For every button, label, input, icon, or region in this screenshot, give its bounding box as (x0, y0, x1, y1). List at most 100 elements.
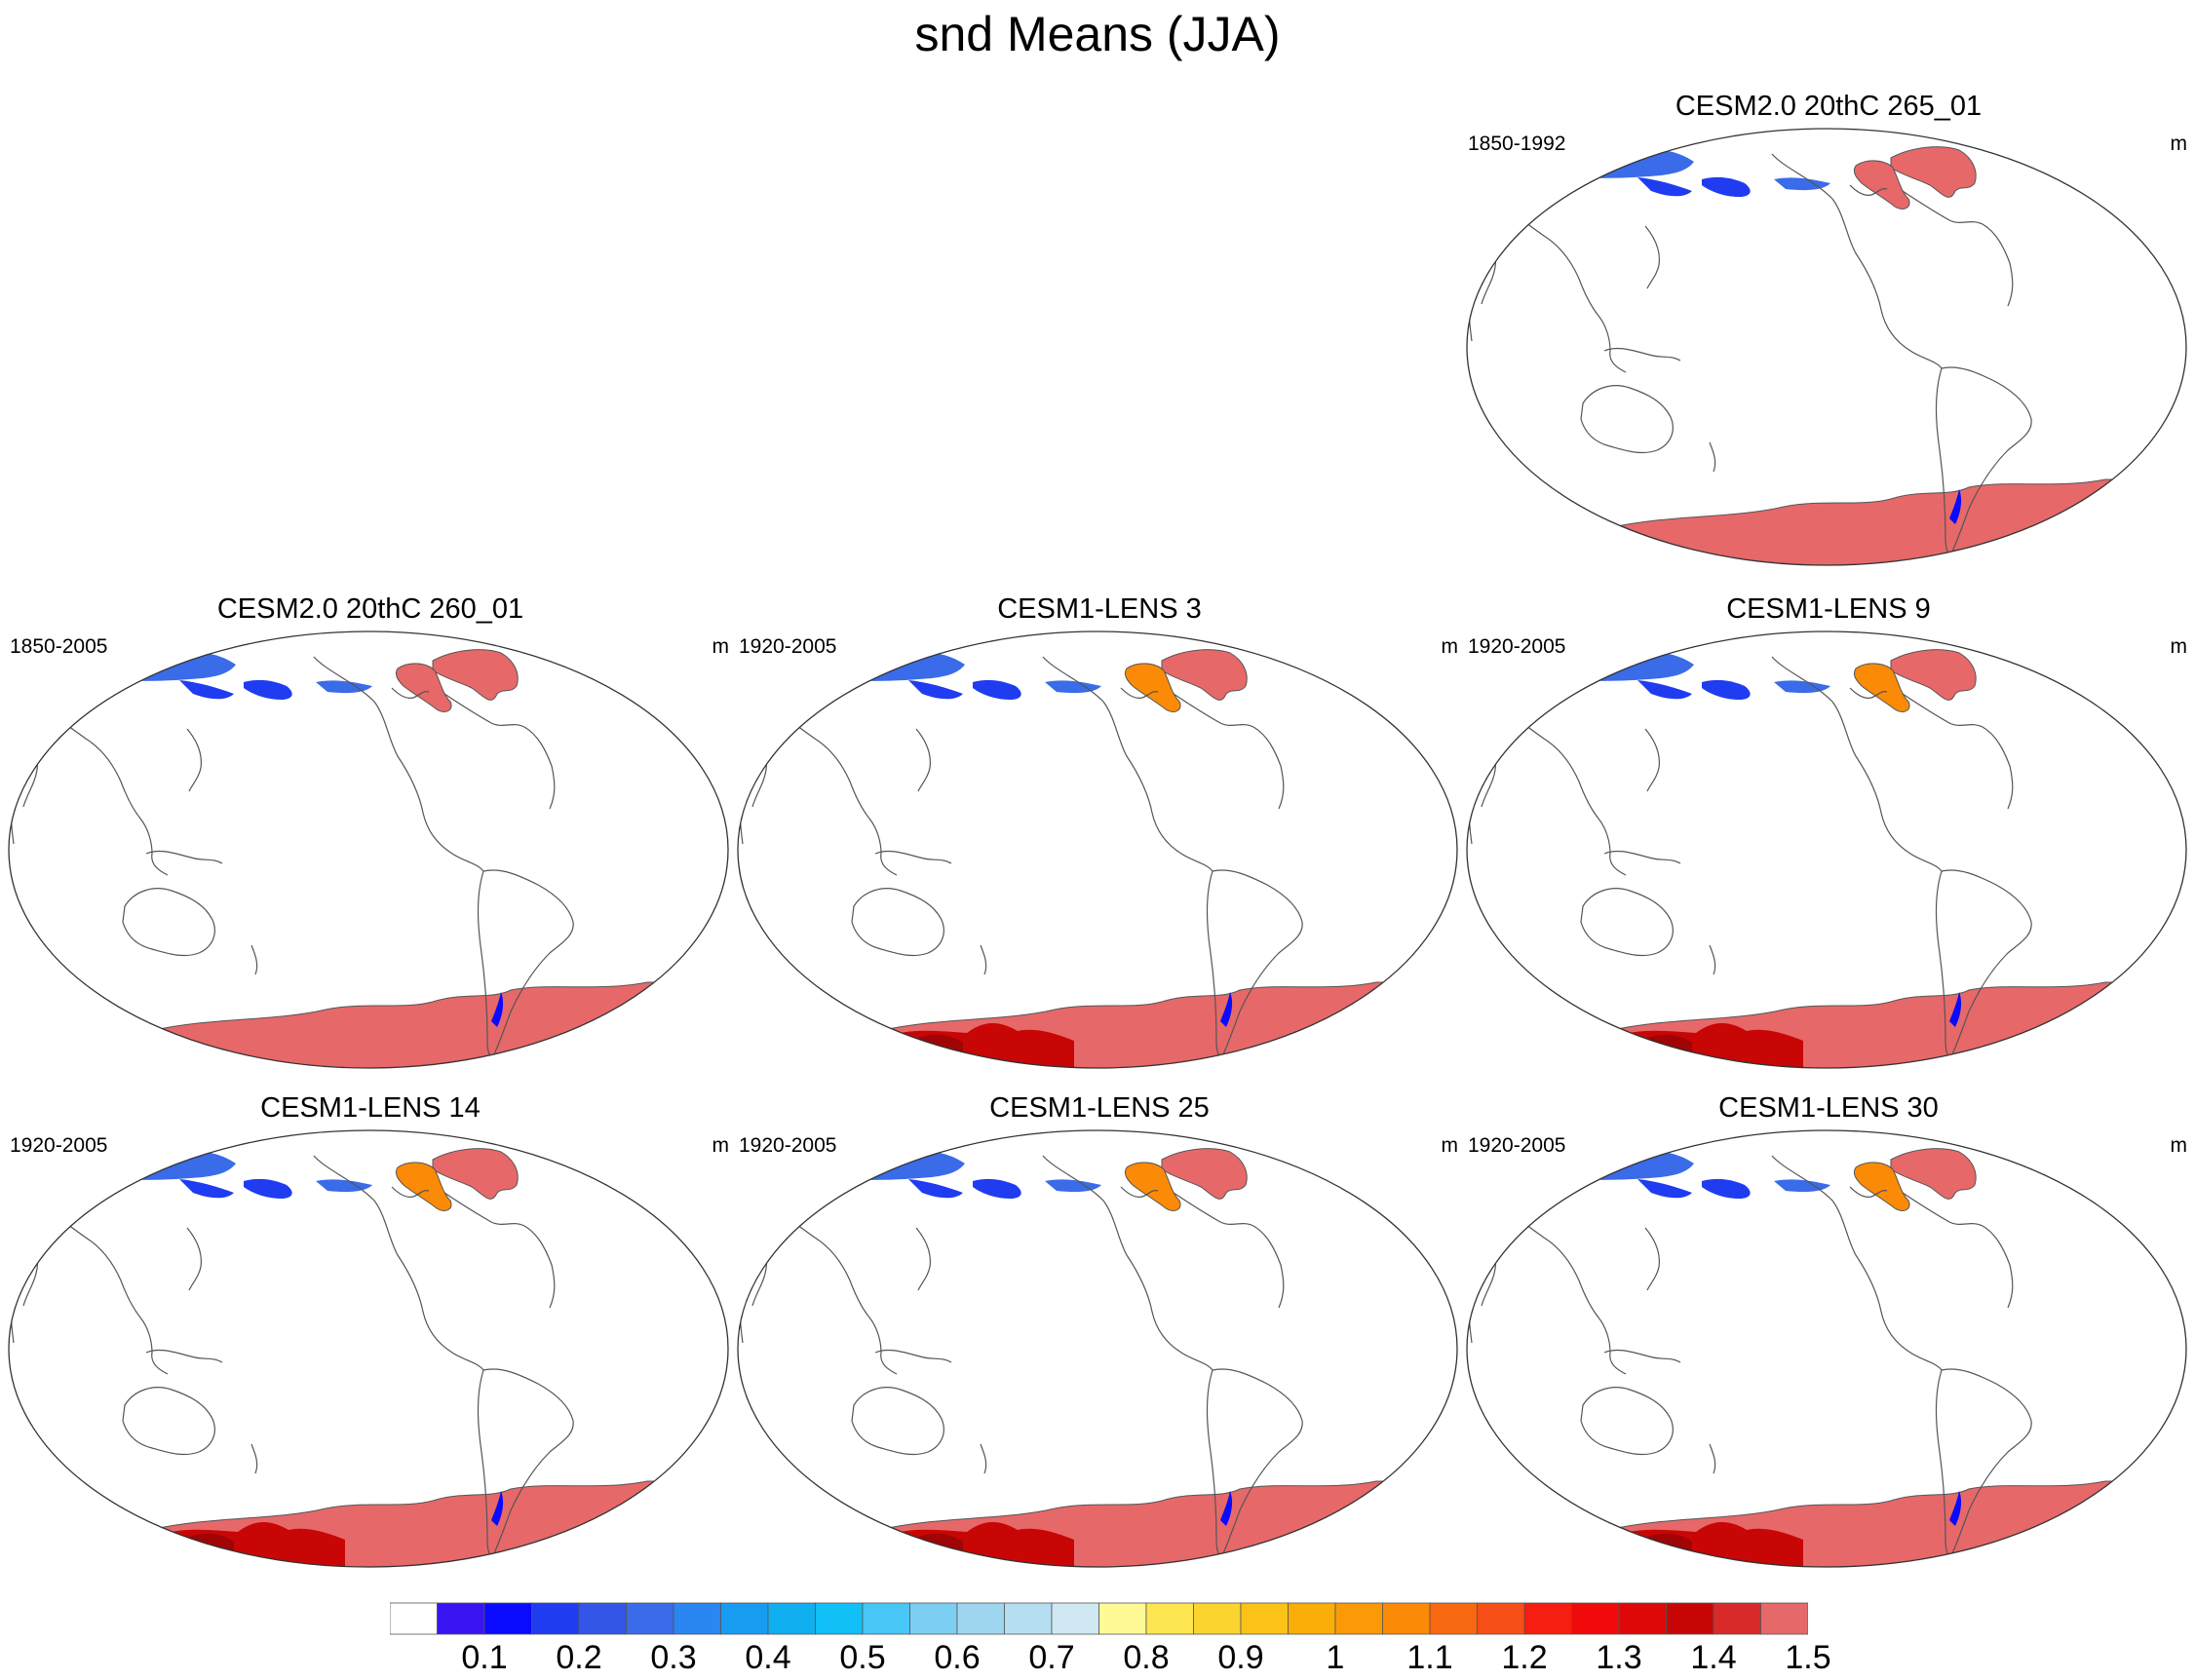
coastline-2 (443, 693, 556, 810)
coastline-1 (1935, 1368, 2032, 1556)
colorbar-box (1098, 1602, 1147, 1635)
east-asia-snow (908, 680, 963, 700)
colorbar-tick-label: 1 (1326, 1639, 1345, 1676)
map-canvas (1466, 128, 2187, 566)
colorbar-box (1382, 1602, 1431, 1635)
antarctica-snow (828, 1480, 1457, 1567)
coastline-7 (1709, 441, 1716, 473)
coastline-3 (48, 708, 169, 876)
panel-title: CESM1-LENS 30 (1718, 1092, 1939, 1124)
siberia-upper-snow (121, 648, 195, 663)
arctic-canada-snow (395, 663, 452, 712)
patagonia-snow (1220, 1491, 1233, 1526)
arctic-canada-snow (1124, 1162, 1181, 1211)
figure-title: snd Means (JJA) (914, 7, 1281, 61)
coastline-10 (22, 724, 38, 808)
map-panel-lens-9: CESM1-LENS 9 1920-2005 m (1462, 592, 2195, 1070)
coastline-9 (1468, 763, 1473, 845)
coastline-1 (477, 1368, 574, 1556)
coastline-3 (777, 708, 898, 876)
coastline-7 (980, 1443, 987, 1474)
east-asia-snow (179, 680, 234, 700)
coastline-10 (22, 1223, 38, 1307)
coastline-7 (1709, 1443, 1716, 1474)
panel-units: m (1441, 635, 1459, 658)
coastline-5 (145, 850, 223, 864)
coastline-1 (1206, 1368, 1303, 1556)
map-border (1466, 1129, 2187, 1568)
coastline-8 (1849, 184, 1888, 196)
map-canvas (737, 1129, 1458, 1568)
coastline-9 (1468, 260, 1473, 342)
yukon-snow (1774, 680, 1830, 694)
coastline-4 (186, 728, 202, 792)
coastline-1 (477, 869, 574, 1057)
alaska-snow (1702, 176, 1751, 197)
yukon-snow (1774, 177, 1830, 191)
colorbar-box (1240, 1602, 1289, 1635)
coastline-10 (1481, 221, 1496, 305)
colorbar-tick-label: 0.9 (1217, 1639, 1264, 1676)
patagonia-snow (1949, 992, 1962, 1027)
coastline-2 (1173, 1192, 1285, 1309)
map-canvas (1466, 1129, 2187, 1568)
map-panel-cesm2-260: CESM2.0 20thC 260_01 1850-2005 m (4, 592, 737, 1070)
siberia-upper-snow (1579, 145, 1653, 160)
map-panel-lens-14: CESM1-LENS 14 1920-2005 m (4, 1091, 737, 1569)
antarctica-snow (99, 981, 728, 1068)
colorbar-box (390, 1602, 438, 1635)
arctic-canada-snow (1853, 663, 1910, 712)
coastline-0 (313, 656, 484, 872)
colorbar-tick-label: 1.5 (1785, 1639, 1831, 1676)
colorbar-tick-label: 0.6 (934, 1639, 981, 1676)
panel-title: CESM1-LENS 3 (997, 593, 1202, 625)
antarctica-deepest-snow (1637, 1034, 1692, 1068)
coastline-6 (122, 888, 215, 957)
map-border (8, 1129, 729, 1568)
panel-units: m (2170, 1134, 2188, 1157)
coastline-8 (1849, 687, 1888, 699)
colorbar-box (626, 1602, 674, 1635)
coastline-4 (915, 728, 931, 792)
arctic-canada-snow (395, 1162, 452, 1211)
coastline-9 (739, 1262, 744, 1344)
colorbar-box (815, 1602, 864, 1635)
coastline-9 (1468, 1262, 1473, 1344)
patagonia-snow (491, 1491, 504, 1526)
coastline-8 (1849, 1186, 1888, 1198)
coastline-3 (777, 1207, 898, 1375)
coastline-2 (1173, 693, 1285, 810)
coastline-5 (874, 850, 952, 864)
coastline-2 (1902, 693, 2014, 810)
colorbar-tick-label: 1.2 (1501, 1639, 1548, 1676)
east-asia-snow (1637, 177, 1692, 197)
colorbar-tick-label: 0.2 (556, 1639, 602, 1676)
colorbar-box (1004, 1602, 1053, 1635)
coastline-2 (1902, 190, 2014, 307)
colorbar-box (720, 1602, 769, 1635)
coastline-2 (1902, 1192, 2014, 1309)
coastline-0 (1771, 1155, 1943, 1371)
coastline-1 (1935, 366, 2032, 554)
yukon-snow (316, 1179, 372, 1193)
alaska-snow (973, 679, 1021, 700)
map-panel-lens-30: CESM1-LENS 30 1920-2005 m (1462, 1091, 2195, 1569)
yukon-snow (1045, 680, 1101, 694)
coastline-0 (313, 1155, 484, 1371)
greenland-snow (1890, 649, 1977, 701)
map-border (737, 630, 1458, 1069)
coastline-4 (915, 1227, 931, 1291)
siberia-upper-snow (1579, 648, 1653, 663)
greenland-snow (1161, 1148, 1248, 1200)
coastline-8 (391, 1186, 430, 1198)
siberia-snow (830, 652, 965, 681)
colorbar-box (483, 1602, 532, 1635)
colorbar-box (862, 1602, 910, 1635)
map-border (1466, 630, 2187, 1069)
coastline-5 (1603, 850, 1681, 864)
map-panel-lens-3: CESM1-LENS 3 1920-2005 m (733, 592, 1466, 1070)
coastline-6 (851, 888, 944, 957)
map-border (8, 630, 729, 1069)
coastline-4 (1644, 1227, 1660, 1291)
arctic-canada-snow (1853, 1162, 1910, 1211)
